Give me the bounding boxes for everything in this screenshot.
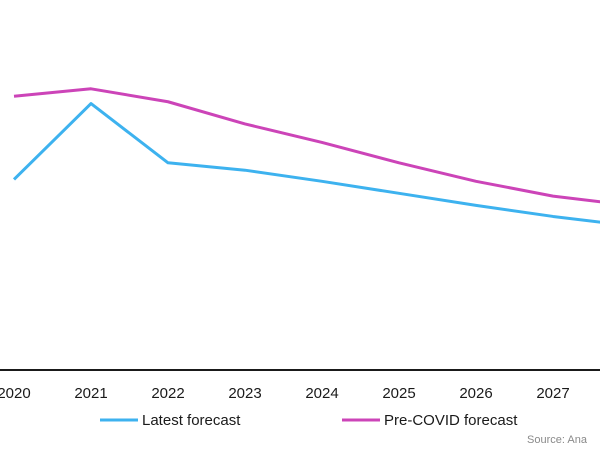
x-tick-label: 2027: [536, 385, 569, 402]
x-tick-label: 2020: [0, 385, 31, 402]
source-note: Source: Ana: [527, 434, 588, 446]
x-tick-labels: 202020212022202320242025202620272028: [0, 385, 570, 402]
series-line-pre-covid-forecast: [13, 87, 600, 204]
x-tick-label: 2022: [151, 385, 184, 402]
x-tick-label: 2026: [459, 385, 492, 402]
series-line-latest-forecast: [12, 102, 600, 224]
legend-label: Latest forecast: [142, 412, 241, 429]
legend: Latest forecast Pre-COVID forecast: [100, 412, 518, 429]
x-tick-label: 2023: [228, 385, 261, 402]
x-tick-label: 2025: [382, 385, 415, 402]
x-tick-label: 2024: [305, 385, 338, 402]
series-lines: [12, 87, 600, 224]
legend-label: Pre-COVID forecast: [384, 412, 518, 429]
x-tick-label: 2021: [74, 385, 107, 402]
